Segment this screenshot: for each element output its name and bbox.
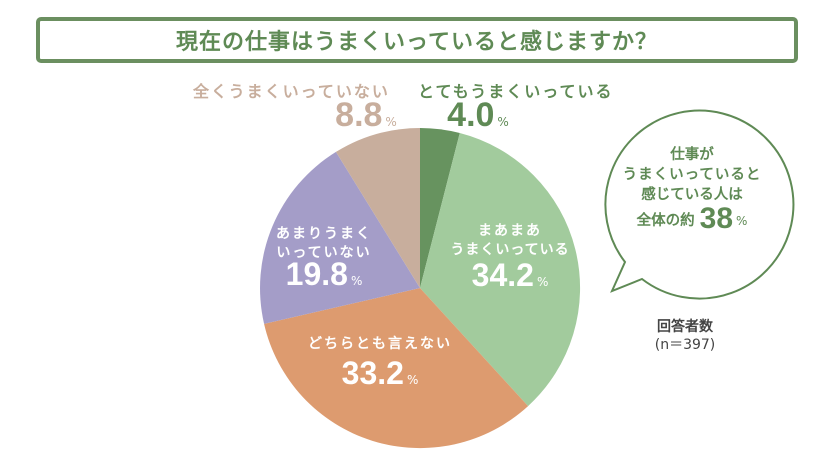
callout-value: 全体の約 38% — [636, 202, 748, 235]
label-not-at-all: 全くうまくいっていない — [193, 78, 413, 102]
value-not-at-all: 8.8% — [335, 96, 397, 134]
slice-neither — [264, 288, 529, 449]
label-not-at-all-text: 全くうまくいっていない — [193, 82, 390, 101]
slice-not-so-well — [260, 151, 420, 324]
value-very-well: 4.0% — [447, 96, 509, 134]
value-somewhat-well: 34.2% — [471, 257, 549, 293]
label-very-well-text: とてもうまくいっている — [418, 82, 614, 101]
slice-not-at-all — [335, 128, 420, 288]
respondents-label: 回答者数 (n＝397) — [654, 319, 716, 353]
title-box: 現在の仕事はうまくいっていると感じますか？ — [36, 17, 798, 63]
label-somewhat-well: まあまあ うまくいっている 34.2% — [440, 222, 580, 292]
slice-somewhat-well — [420, 133, 581, 407]
value-neither: 33.2% — [341, 355, 419, 391]
label-not-so-well: あまりうまく いっていない 19.8% — [268, 225, 380, 291]
chart-title: 現在の仕事はうまくいっていると感じますか？ — [176, 30, 658, 55]
speech-bubble — [604, 109, 795, 300]
callout-text: 仕事が うまくいっていると 感じている人は 全体の約 38% — [600, 145, 784, 235]
value-not-so-well: 19.8% — [285, 256, 363, 292]
label-very-well: とてもうまくいっている — [418, 78, 628, 102]
label-neither: どちらとも言えない 33.2% — [300, 335, 460, 390]
slice-very-well — [420, 128, 460, 288]
